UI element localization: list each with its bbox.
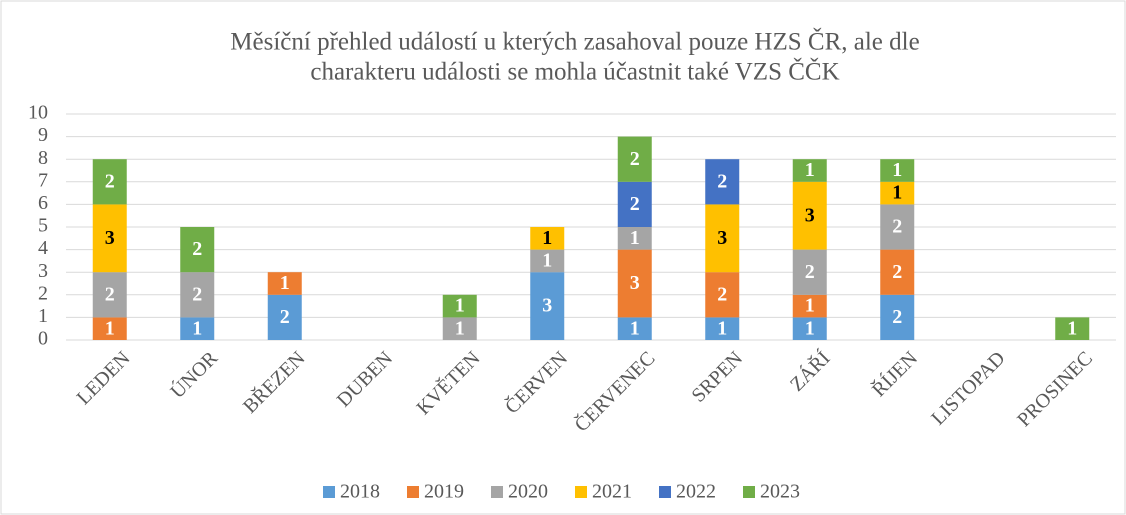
y-tick-label: 10 bbox=[28, 102, 48, 124]
bar-segment bbox=[792, 249, 827, 295]
data-label: 2 bbox=[717, 283, 727, 305]
y-tick-label: 6 bbox=[38, 192, 48, 214]
legend-label: 2018 bbox=[340, 481, 380, 503]
data-label: 3 bbox=[805, 204, 815, 226]
data-label: 1 bbox=[630, 227, 640, 249]
data-label: 1 bbox=[805, 159, 815, 181]
bar-segment bbox=[880, 204, 915, 250]
legend-swatch bbox=[743, 486, 755, 498]
bar-segment bbox=[180, 227, 215, 273]
bar-segment bbox=[530, 272, 565, 340]
bar-segment bbox=[180, 272, 215, 318]
legend-label: 2023 bbox=[760, 481, 800, 503]
legend-swatch bbox=[575, 486, 587, 498]
data-label: 1 bbox=[805, 317, 815, 339]
data-label: 1 bbox=[630, 317, 640, 339]
bar-segment bbox=[792, 317, 827, 340]
data-label: 2 bbox=[892, 216, 902, 238]
data-label: 1 bbox=[717, 317, 727, 339]
bar-segment bbox=[92, 159, 127, 205]
chart-title: Měsíční přehled událostí u kterých zasah… bbox=[230, 28, 919, 56]
bar-segment bbox=[617, 317, 652, 340]
data-label: 1 bbox=[892, 159, 902, 181]
bar-segment bbox=[180, 317, 215, 340]
data-label: 2 bbox=[192, 283, 202, 305]
bar-segment bbox=[880, 294, 915, 340]
bar-segment bbox=[792, 294, 827, 318]
data-label: 2 bbox=[630, 193, 640, 215]
data-label: 1 bbox=[805, 295, 815, 317]
bar-segment bbox=[267, 272, 302, 295]
bar-segment bbox=[442, 294, 477, 318]
bar-segment bbox=[1055, 317, 1090, 340]
bar-segment bbox=[530, 227, 565, 250]
y-tick-label: 2 bbox=[38, 282, 48, 304]
y-tick-label: 8 bbox=[38, 147, 48, 169]
y-tick-label: 9 bbox=[38, 124, 48, 146]
data-label: 3 bbox=[542, 295, 552, 317]
legend-swatch bbox=[659, 486, 671, 498]
data-label: 2 bbox=[192, 238, 202, 260]
bar-segment bbox=[705, 317, 740, 340]
bar-segment bbox=[792, 181, 827, 250]
legend-swatch bbox=[323, 486, 335, 498]
bar-segment bbox=[705, 204, 740, 273]
data-label: 2 bbox=[630, 148, 640, 170]
legend-swatch bbox=[491, 486, 503, 498]
bar-segment bbox=[92, 272, 127, 318]
bar-segment bbox=[880, 181, 915, 205]
legend-label: 2019 bbox=[424, 481, 464, 503]
y-tick-label: 3 bbox=[38, 260, 48, 282]
data-label: 2 bbox=[805, 261, 815, 283]
legend-swatch bbox=[407, 486, 419, 498]
data-label: 3 bbox=[105, 227, 115, 249]
data-label: 2 bbox=[105, 170, 115, 192]
y-tick-label: 0 bbox=[38, 328, 48, 350]
data-label: 2 bbox=[892, 261, 902, 283]
data-label: 1 bbox=[455, 295, 465, 317]
data-label: 2 bbox=[280, 306, 290, 328]
bar-segment bbox=[880, 159, 915, 182]
data-label: 1 bbox=[455, 317, 465, 339]
data-label: 2 bbox=[717, 170, 727, 192]
bar-segment bbox=[617, 227, 652, 250]
data-label: 2 bbox=[892, 306, 902, 328]
data-label: 1 bbox=[1067, 317, 1077, 339]
bar-segment bbox=[267, 294, 302, 340]
bar-segment bbox=[92, 317, 127, 340]
data-label: 1 bbox=[192, 317, 202, 339]
bar-segment bbox=[530, 249, 565, 273]
y-tick-label: 4 bbox=[38, 237, 48, 259]
data-label: 2 bbox=[105, 283, 115, 305]
bar-segment bbox=[617, 181, 652, 227]
bar-segment bbox=[880, 249, 915, 295]
data-label: 1 bbox=[892, 182, 902, 204]
data-label: 1 bbox=[280, 272, 290, 294]
data-label: 3 bbox=[717, 227, 727, 249]
bar-segment bbox=[617, 136, 652, 182]
legend-label: 2021 bbox=[592, 481, 632, 503]
y-tick-label: 5 bbox=[38, 215, 48, 237]
data-label: 3 bbox=[630, 272, 640, 294]
bar-segment bbox=[617, 249, 652, 318]
legend-label: 2022 bbox=[676, 481, 716, 503]
data-label: 1 bbox=[542, 249, 552, 271]
bar-segment bbox=[792, 159, 827, 182]
y-tick-label: 7 bbox=[38, 169, 48, 191]
bar-segment bbox=[705, 159, 740, 205]
y-tick-label: 1 bbox=[38, 305, 48, 327]
bar-segment bbox=[442, 317, 477, 340]
bar-segment bbox=[92, 204, 127, 273]
legend-label: 2020 bbox=[508, 481, 548, 503]
chart-title: charakteru události se mohla účastnit ta… bbox=[310, 58, 839, 86]
bar-segment bbox=[705, 272, 740, 318]
data-label: 1 bbox=[542, 227, 552, 249]
data-label: 1 bbox=[105, 317, 115, 339]
